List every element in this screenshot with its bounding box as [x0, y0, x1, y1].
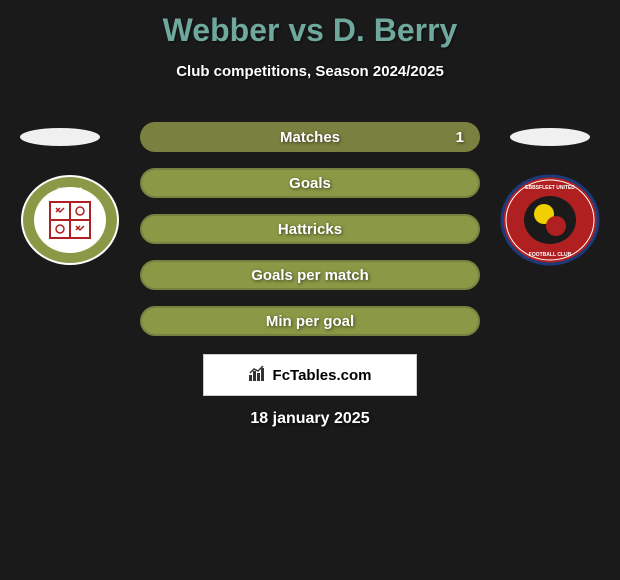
- stat-label: Matches: [142, 129, 478, 146]
- chart-icon: [249, 365, 267, 385]
- stat-row-hattricks: Hattricks: [140, 214, 480, 244]
- stat-value: 1: [456, 129, 464, 146]
- svg-text:EBBSFLEET UNITED: EBBSFLEET UNITED: [525, 185, 575, 191]
- player-marker-right: [510, 128, 590, 146]
- svg-text:FOOTBALL CLUB: FOOTBALL CLUB: [529, 252, 572, 258]
- club-logo-right: EBBSFLEET UNITED FOOTBALL CLUB: [500, 174, 600, 266]
- subtitle: Club competitions, Season 2024/2025: [0, 63, 620, 80]
- svg-text:WOKING: WOKING: [57, 188, 83, 194]
- page-title: Webber vs D. Berry: [0, 0, 620, 49]
- stats-container: Matches 1 Goals Hattricks Goals per matc…: [140, 122, 480, 352]
- stat-label: Goals per match: [142, 267, 478, 284]
- stat-row-matches: Matches 1: [140, 122, 480, 152]
- woking-badge-icon: WOKING: [20, 174, 120, 266]
- stat-label: Goals: [142, 175, 478, 192]
- player-marker-left: [20, 128, 100, 146]
- club-logo-left: WOKING: [20, 174, 120, 266]
- date-text: 18 january 2025: [0, 410, 620, 428]
- stat-row-min-per-goal: Min per goal: [140, 306, 480, 336]
- stat-row-goals-per-match: Goals per match: [140, 260, 480, 290]
- stat-row-goals: Goals: [140, 168, 480, 198]
- fctables-label: FcTables.com: [273, 367, 372, 384]
- fctables-brand[interactable]: FcTables.com: [203, 354, 417, 396]
- ebbsfleet-badge-icon: EBBSFLEET UNITED FOOTBALL CLUB: [500, 174, 600, 266]
- stat-label: Min per goal: [142, 313, 478, 330]
- stat-label: Hattricks: [142, 221, 478, 238]
